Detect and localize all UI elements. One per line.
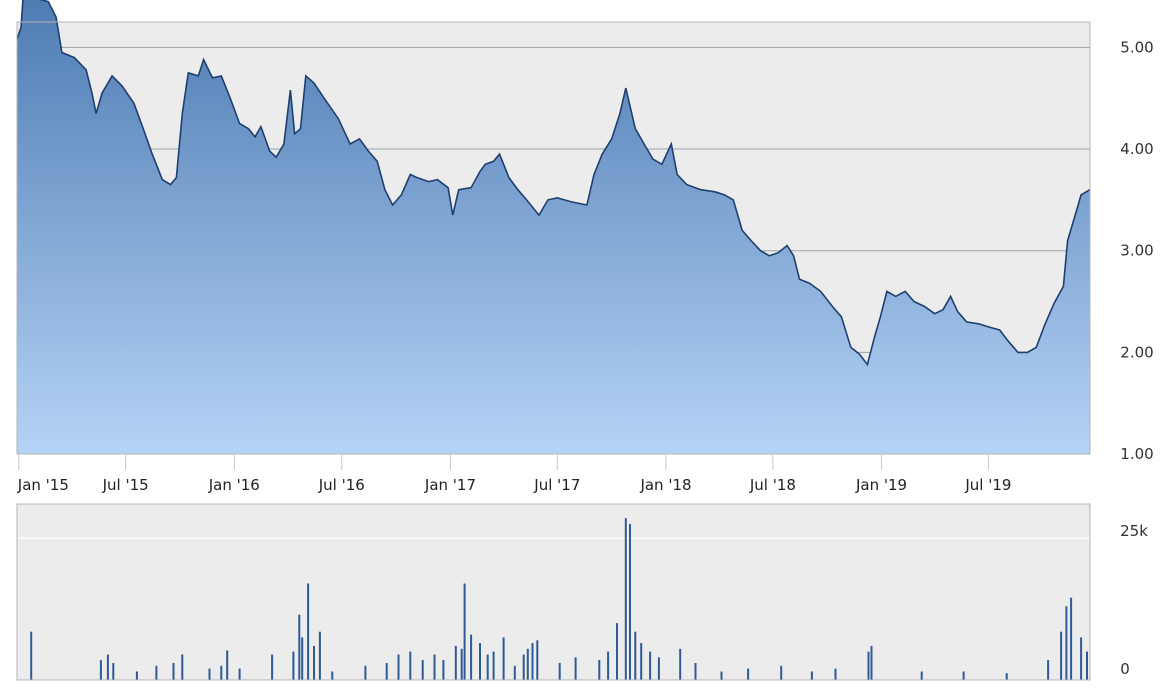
- volume-bar: [442, 660, 445, 680]
- x-tick-label: Jan '19: [855, 476, 907, 494]
- volume-bar: [220, 665, 223, 680]
- volume-bar: [181, 654, 184, 680]
- volume-bar: [502, 637, 505, 680]
- volume-bar: [694, 663, 697, 680]
- volume-bar: [470, 634, 473, 680]
- volume-bar: [421, 660, 424, 680]
- x-tick-label: Jan '16: [208, 476, 260, 494]
- volume-y-tick-label: 0: [1120, 660, 1130, 678]
- volume-bar: [106, 654, 109, 680]
- volume-bar: [1065, 606, 1068, 680]
- volume-bar: [172, 663, 175, 680]
- volume-bar: [409, 651, 412, 680]
- x-axis: Jan '15 Jul '15 Jan '16 Jul '16 Jan '17 Jul '…: [17, 455, 1090, 503]
- volume-plot-border: [16, 503, 1091, 681]
- volume-bar: [747, 668, 750, 680]
- price-y-tick-label: 3.00: [1120, 242, 1153, 260]
- volume-bar: [460, 648, 463, 680]
- volume-bar: [307, 583, 310, 680]
- volume-bar: [810, 671, 813, 680]
- volume-bar: [522, 654, 525, 680]
- volume-panel: 0 25k: [16, 503, 1148, 681]
- volume-bar: [313, 645, 315, 680]
- volume-plot-background: [17, 504, 1090, 680]
- volume-bar: [536, 640, 539, 680]
- volume-bar: [135, 671, 138, 680]
- volume-bar: [657, 657, 660, 680]
- x-tick-label: Jan '15: [17, 476, 69, 494]
- volume-bar: [780, 665, 783, 680]
- x-tick-label: Jan '18: [639, 476, 691, 494]
- volume-bar: [834, 668, 837, 680]
- volume-bar: [271, 654, 274, 680]
- x-tick-label: Jul '19: [964, 476, 1011, 494]
- x-tick-label: Jul '16: [318, 476, 365, 494]
- price-y-tick-label: 2.00: [1120, 343, 1153, 361]
- volume-y-tick-label: 25k: [1120, 522, 1148, 540]
- volume-bar: [679, 648, 682, 680]
- volume-bar: [1070, 597, 1073, 680]
- volume-bar: [99, 660, 102, 680]
- volume-bar: [331, 671, 334, 680]
- price-y-tick-label: 4.00: [1120, 140, 1153, 158]
- price-y-axis: 1.00 2.00 3.00 4.00 5.00: [1120, 38, 1153, 463]
- volume-bar: [292, 651, 295, 680]
- volume-bar: [318, 631, 321, 680]
- x-tick-label: Jan '17: [424, 476, 476, 494]
- volume-bar: [479, 643, 481, 680]
- volume-bar: [634, 631, 637, 680]
- volume-bar: [1005, 673, 1008, 680]
- volume-bar: [607, 651, 610, 680]
- volume-y-axis: 0 25k: [1120, 522, 1148, 678]
- price-y-tick-label: 5.00: [1120, 38, 1153, 56]
- volume-bar: [454, 645, 457, 680]
- volume-bar: [226, 650, 229, 680]
- volume-bar: [301, 637, 304, 680]
- price-area: [17, 0, 1090, 454]
- price-plot-border: [16, 21, 1091, 455]
- volume-bar: [433, 654, 436, 680]
- volume-bar: [155, 665, 158, 680]
- x-axis-strip: [17, 455, 1090, 503]
- volume-bar: [397, 654, 400, 680]
- volume-bar: [629, 523, 631, 680]
- x-tick-label: Jul '15: [102, 476, 149, 494]
- volume-bar: [558, 663, 561, 680]
- x-tick-label: Jul '17: [533, 476, 580, 494]
- volume-bar: [531, 643, 534, 680]
- volume-bar: [30, 631, 33, 680]
- volume-bar: [1047, 660, 1050, 680]
- volume-bar: [364, 665, 367, 680]
- volume-bar: [624, 518, 627, 680]
- volume-bar: [649, 651, 652, 680]
- volume-bar: [1086, 651, 1088, 680]
- volume-bar: [492, 651, 495, 680]
- volume-bar: [598, 660, 601, 680]
- volume-bar: [920, 671, 923, 680]
- volume-bar: [962, 671, 965, 680]
- volume-bar: [720, 671, 723, 680]
- volume-bar: [1060, 631, 1063, 680]
- volume-bar: [526, 648, 529, 680]
- volume-bar: [238, 668, 241, 680]
- volume-bar: [616, 623, 618, 680]
- price-panel: 1.00 2.00 3.00 4.00 5.00: [16, 0, 1154, 463]
- volume-bar: [463, 583, 466, 680]
- volume-bar: [298, 614, 301, 680]
- volume-bar: [1080, 637, 1083, 680]
- x-tick-label: Jul '18: [749, 476, 796, 494]
- price-line: [16, 0, 1091, 367]
- volume-bar: [208, 668, 211, 680]
- volume-bar: [385, 663, 388, 680]
- volume-bar: [112, 663, 115, 680]
- volume-bar: [513, 665, 516, 680]
- volume-bar: [640, 643, 643, 680]
- volume-bar: [486, 654, 489, 680]
- price-y-tick-label: 1.00: [1120, 445, 1153, 463]
- volume-bar: [870, 645, 873, 680]
- volume-bar: [574, 657, 577, 680]
- volume-bars: [30, 518, 1088, 680]
- volume-bar: [867, 651, 870, 680]
